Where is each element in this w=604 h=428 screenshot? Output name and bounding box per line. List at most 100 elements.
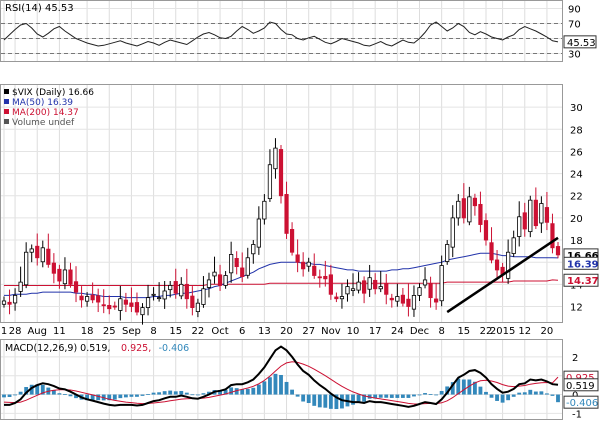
macd-histogram-bar [234,388,239,395]
candle-up [140,307,145,316]
candle-up [179,283,184,297]
macd-histogram-bar [173,391,178,395]
x-tick-label: 8 [150,326,156,337]
macd-histogram-bar [29,384,34,395]
macd-histogram-bar [290,389,294,395]
macd-value-box [563,378,599,392]
legend-swatch [4,119,9,124]
macd-histogram-bar [251,387,256,395]
price-tick-label: 18 [570,236,583,247]
candle-up [445,244,450,262]
candle-up [450,217,455,248]
candle-down [312,265,317,276]
candle-down [328,274,333,295]
macd-histogram-bar [284,381,289,395]
macd-title: MACD(12,26,9) 0.519, [5,343,110,354]
rsi-line [3,21,559,47]
x-tick-label: 6 [239,326,245,337]
x-tick-label: 15 [457,326,470,337]
macd-histogram-bar [412,394,416,397]
price-tick-label: 28 [570,125,583,136]
legend-swatch [4,109,9,114]
candle-up [157,297,162,300]
macd-histogram-bar [522,392,527,395]
macd-histogram-bar [268,377,272,395]
candle-up [145,297,151,309]
macd-histogram-bar [129,394,134,397]
candle-up [151,293,156,296]
macd-histogram-bar [218,390,222,395]
candle-down [184,283,189,300]
candle-up [201,288,206,305]
x-tick-label: 22 [192,326,205,337]
ma200-value-label: 14.37 [567,276,599,287]
macd-histogram-bar [312,394,317,406]
candle-down [234,258,239,268]
candle-up [256,218,261,248]
candle-down [483,220,489,241]
candle-down [478,203,483,225]
vix-value-label: 16.66 [567,251,599,262]
rsi-value-label: 45.53 [567,38,596,49]
candle-up [162,290,167,300]
candle-down [46,248,51,265]
ma200-line [4,279,559,286]
candle-down [190,295,195,309]
ma50-line [4,252,559,299]
macd-histogram-bar [478,386,483,395]
x-tick-label: Aug [27,326,47,337]
macd-histogram-bar [262,381,267,395]
x-tick-label: 22 [480,326,493,337]
candle-down [389,297,394,301]
macd-histogram-bar [384,394,389,398]
candle-down [334,296,339,300]
macd-histogram-bar [279,374,283,395]
x-tick-label: 18 [81,326,94,337]
x-tick-label: 20 [280,326,293,337]
candle-up [267,164,273,200]
macd-histogram-bar [472,381,477,395]
macd-histogram-bar [184,392,189,395]
candle-down [112,305,117,308]
macd-signal-line [3,361,559,405]
rsi-tick-label: 90 [568,5,581,16]
candle-down [406,298,411,307]
ma50-value-label: 16.39 [567,259,599,270]
candle-up [506,251,511,279]
candle-down [90,294,95,301]
candle-down [217,274,223,286]
x-tick-label: 13 [258,326,271,337]
candle-down [323,275,328,280]
macd-histogram-bar [256,384,261,395]
candle-down [134,302,140,313]
candle-down [533,199,538,227]
macd-histogram-bar [245,388,250,395]
macd-histogram-bar [323,394,328,408]
price-tick-label: 26 [570,147,583,158]
macd-histogram-bar [456,378,461,395]
candle-up [168,285,173,291]
macd-histogram-bar [140,394,145,396]
macd-histogram-bar [362,394,367,402]
macd-histogram-bar [195,394,200,396]
candle-up [1,300,7,305]
candle-down [79,295,84,301]
macd-histogram-bar [107,394,112,401]
macd-histogram-bar [434,394,439,396]
x-tick-label: 27 [302,326,315,337]
macd-histogram-bar [2,394,6,398]
candle-down [129,302,134,307]
candle-up [417,287,422,296]
candle-down [295,254,300,263]
candle-up [395,296,400,302]
price-tick-label: 12 [570,302,583,313]
macd-histogram-bar [190,394,195,396]
candle-up [223,275,228,286]
macd-tick-label: -1 [572,409,582,420]
macd-histogram-bar [96,394,101,401]
macd-histogram-bar [517,392,522,395]
candle-up [528,199,533,233]
x-tick-label: 28 [9,326,22,337]
candle-down [101,304,106,307]
macd-histogram-bar [500,394,505,403]
